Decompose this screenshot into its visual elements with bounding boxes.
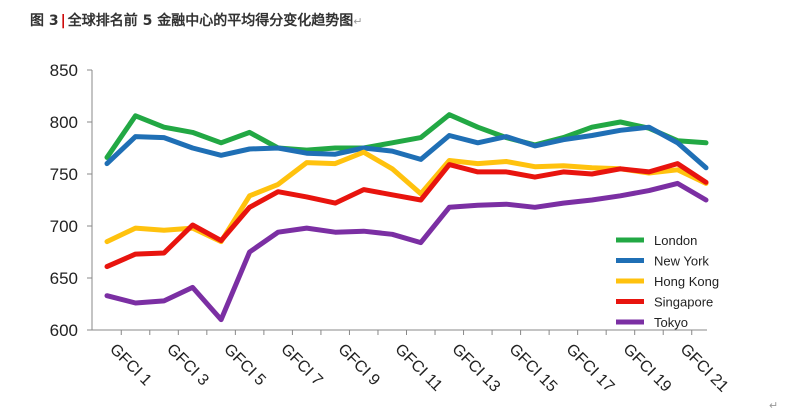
y-tick-label: 650 xyxy=(50,269,78,288)
legend-label-london: London xyxy=(654,233,697,248)
return-mark: ↵ xyxy=(353,15,363,28)
x-tick-label: GFCI 3 xyxy=(163,341,212,390)
x-tick-label: GFCI 17 xyxy=(563,341,618,396)
figure-title: 全球排名前 5 金融中心的平均得分变化趋势图 xyxy=(67,13,354,29)
legend-label-singapore: Singapore xyxy=(654,295,713,310)
y-tick-label: 750 xyxy=(50,165,78,184)
x-tick-label: GFCI 21 xyxy=(677,341,732,396)
series-line-tokyo xyxy=(104,180,709,323)
y-tick-label: 850 xyxy=(50,61,78,80)
x-tick-label: GFCI 5 xyxy=(220,341,269,390)
x-tick-label: GFCI 1 xyxy=(106,341,155,390)
series-line-new-york xyxy=(104,124,709,171)
legend-label-tokyo: Tokyo xyxy=(654,315,688,330)
y-tick-label: 600 xyxy=(50,321,78,340)
legend-label-new-york: New York xyxy=(654,254,709,269)
chart-legend: London New York Hong Kong Singapore Tokyo xyxy=(616,233,719,330)
legend-label-hong-kong: Hong Kong xyxy=(654,274,719,289)
x-tick-label: GFCI 9 xyxy=(334,341,383,390)
series-line-london xyxy=(104,112,709,160)
chart-series-lines xyxy=(104,112,709,323)
caption-separator: | xyxy=(60,13,66,29)
x-tick-label: GFCI 11 xyxy=(391,341,445,395)
return-mark-corner: ↵ xyxy=(769,400,779,412)
figure-number: 图 3 xyxy=(30,13,59,29)
figure-caption: 图 3 | 全球排名前 5 金融中心的平均得分变化趋势图↵ xyxy=(30,10,362,30)
x-tick-label: GFCI 7 xyxy=(277,341,326,390)
x-tick-label: GFCI 19 xyxy=(620,341,675,396)
x-tick-label: GFCI 15 xyxy=(506,341,561,396)
x-tick-label: GFCI 13 xyxy=(448,341,503,396)
y-tick-label: 800 xyxy=(50,113,78,132)
series-line-singapore xyxy=(104,161,709,270)
y-tick-label: 700 xyxy=(50,217,78,236)
